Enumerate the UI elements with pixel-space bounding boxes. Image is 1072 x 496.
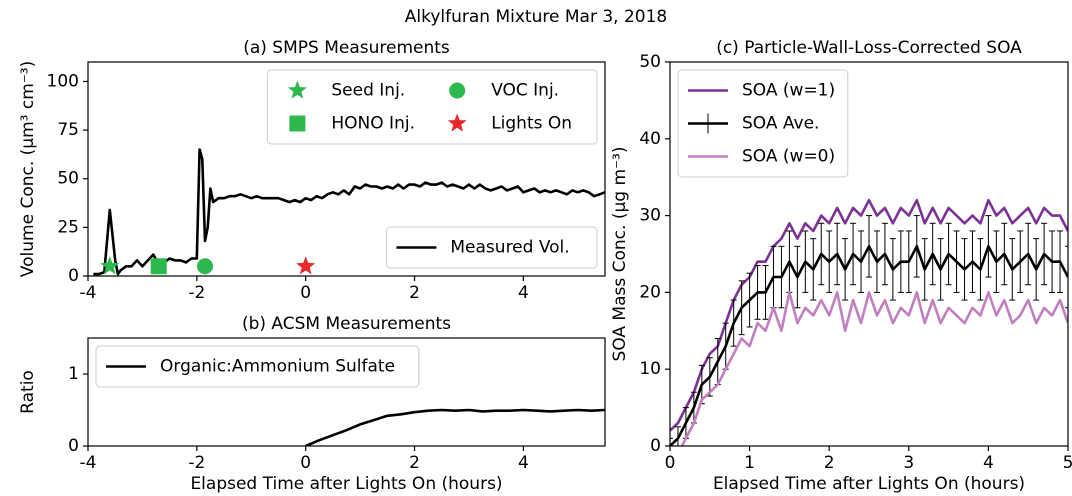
plot-area <box>670 198 1068 446</box>
x-axis-label: Elapsed Time after Lights On (hours) <box>190 474 502 494</box>
legend-label: HONO Inj. <box>331 114 415 134</box>
y-tick-label: 1 <box>68 364 79 384</box>
x-tick-label: 0 <box>300 453 311 473</box>
y-tick-label: 75 <box>57 120 79 140</box>
marker <box>287 80 307 99</box>
error-bar <box>1065 245 1068 309</box>
y-axis-label: SOA Mass Conc. (μg m⁻³) <box>610 147 630 362</box>
y-tick-label: 100 <box>47 71 79 91</box>
figure-title: Alkylfuran Mixture Mar 3, 2018 <box>405 7 667 27</box>
y-tick-label: 0 <box>650 436 661 456</box>
plot-area <box>305 408 605 446</box>
x-tick-label: 4 <box>983 453 994 473</box>
x-tick-label: 4 <box>518 453 529 473</box>
series-line <box>670 198 1068 432</box>
marker <box>197 258 214 275</box>
panel-title: (b) ACSM Measurements <box>242 314 451 334</box>
x-tick-label: 5 <box>1063 453 1072 473</box>
y-tick-label: 0 <box>68 266 79 286</box>
plot-area <box>93 148 605 276</box>
legend-label: Lights On <box>491 114 572 134</box>
marker <box>289 115 306 132</box>
panel-title: (a) SMPS Measurements <box>243 38 450 58</box>
y-tick-label: 10 <box>639 359 661 379</box>
marker <box>447 113 467 132</box>
legend-box <box>677 69 849 178</box>
y-axis-label: Volume Conc. (μm³ cm⁻³) <box>18 61 38 277</box>
x-tick-label: 2 <box>409 283 420 303</box>
panel: (b) ACSM Measurements -4 -2 0 2 4 0 1 Ratio Elaps… <box>18 314 606 494</box>
series-line <box>680 291 1068 446</box>
marker <box>296 256 316 275</box>
legend-box <box>266 69 598 145</box>
x-tick-label: -2 <box>188 453 205 473</box>
x-tick-label: 2 <box>409 453 420 473</box>
legend-label: SOA (w=0) <box>742 147 835 167</box>
x-tick-label: 1 <box>744 453 755 473</box>
panel: (c) Particle-Wall-Loss-Corrected SOA 0 1 2 3… <box>610 38 1072 494</box>
legend-label: SOA (w=1) <box>742 81 835 101</box>
x-tick-label: 0 <box>300 283 311 303</box>
marker <box>449 82 466 99</box>
y-tick-label: 0 <box>68 436 79 456</box>
legend-box <box>95 345 420 388</box>
y-tick-label: 50 <box>57 169 79 189</box>
axes-frame <box>87 337 606 447</box>
legend-label: Organic:Ammonium Sulfate <box>160 357 395 377</box>
axes-frame <box>669 61 1069 447</box>
x-tick-label: 0 <box>665 453 676 473</box>
x-tick-label: 3 <box>903 453 914 473</box>
series-line <box>670 245 1068 446</box>
legend-label: VOC Inj. <box>491 81 559 101</box>
y-tick-label: 40 <box>639 129 661 149</box>
x-tick-label: -4 <box>80 453 97 473</box>
y-axis-label: Ratio <box>18 370 38 414</box>
y-tick-label: 50 <box>639 52 661 72</box>
marker <box>150 258 167 275</box>
panel-title: (c) Particle-Wall-Loss-Corrected SOA <box>716 38 1022 58</box>
axes-frame <box>87 61 606 277</box>
y-tick-label: 20 <box>639 282 661 302</box>
series-line <box>93 148 605 276</box>
x-tick-label: -2 <box>188 283 205 303</box>
legend-label: Seed Inj. <box>331 81 405 101</box>
x-tick-label: 2 <box>824 453 835 473</box>
y-tick-label: 25 <box>57 217 79 237</box>
x-axis-label: Elapsed Time after Lights On (hours) <box>713 474 1025 494</box>
y-tick-label: 30 <box>639 206 661 226</box>
x-tick-label: 4 <box>518 283 529 303</box>
error-bar <box>670 437 673 446</box>
panel: (a) SMPS Measurements -4 -2 0 2 4 0 25 50 75 100 Vo… <box>18 38 606 303</box>
legend-label: SOA Ave. <box>742 114 819 134</box>
series-line <box>305 408 605 446</box>
legend-box <box>385 226 598 269</box>
legend-label: Measured Vol. <box>450 238 569 258</box>
x-tick-label: -4 <box>80 283 97 303</box>
marker <box>100 256 120 275</box>
